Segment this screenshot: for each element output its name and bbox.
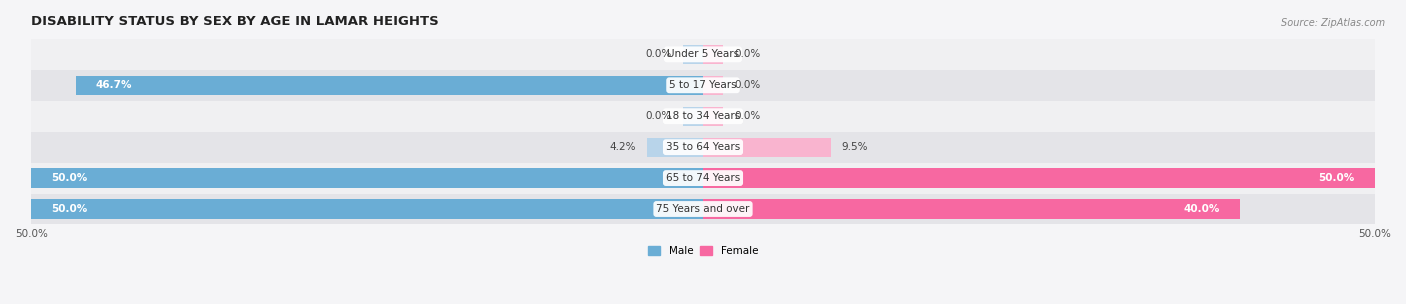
Text: 50.0%: 50.0%	[1319, 173, 1354, 183]
Text: 9.5%: 9.5%	[841, 142, 868, 152]
Bar	[76, 76, 703, 95]
Bar	[647, 137, 703, 157]
Bar	[683, 107, 703, 126]
Text: 0.0%: 0.0%	[734, 80, 761, 90]
Text: 0.0%: 0.0%	[645, 111, 672, 121]
Bar	[703, 199, 1240, 219]
Bar	[683, 45, 703, 64]
Text: Under 5 Years: Under 5 Years	[666, 49, 740, 59]
Text: 5 to 17 Years: 5 to 17 Years	[669, 80, 737, 90]
Text: 0.0%: 0.0%	[734, 111, 761, 121]
Text: 75 Years and over: 75 Years and over	[657, 204, 749, 214]
Text: 4.2%: 4.2%	[609, 142, 636, 152]
Text: 40.0%: 40.0%	[1184, 204, 1220, 214]
Bar	[31, 199, 703, 219]
Bar	[703, 107, 723, 126]
Text: 46.7%: 46.7%	[96, 80, 132, 90]
Bar	[31, 101, 1375, 132]
Bar	[703, 76, 723, 95]
Text: 35 to 64 Years: 35 to 64 Years	[666, 142, 740, 152]
Text: DISABILITY STATUS BY SEX BY AGE IN LAMAR HEIGHTS: DISABILITY STATUS BY SEX BY AGE IN LAMAR…	[31, 15, 439, 28]
Bar	[31, 70, 1375, 101]
Text: 50.0%: 50.0%	[52, 173, 87, 183]
Bar	[31, 168, 703, 188]
Text: 0.0%: 0.0%	[645, 49, 672, 59]
Text: 65 to 74 Years: 65 to 74 Years	[666, 173, 740, 183]
Text: 50.0%: 50.0%	[52, 204, 87, 214]
Bar	[31, 194, 1375, 224]
Bar	[703, 45, 723, 64]
Text: 0.0%: 0.0%	[734, 49, 761, 59]
Bar	[31, 39, 1375, 70]
Legend: Male, Female: Male, Female	[644, 242, 762, 260]
Bar	[703, 137, 831, 157]
Bar	[31, 163, 1375, 194]
Text: 18 to 34 Years: 18 to 34 Years	[666, 111, 740, 121]
Bar	[703, 168, 1375, 188]
Text: Source: ZipAtlas.com: Source: ZipAtlas.com	[1281, 18, 1385, 28]
Bar	[31, 132, 1375, 163]
